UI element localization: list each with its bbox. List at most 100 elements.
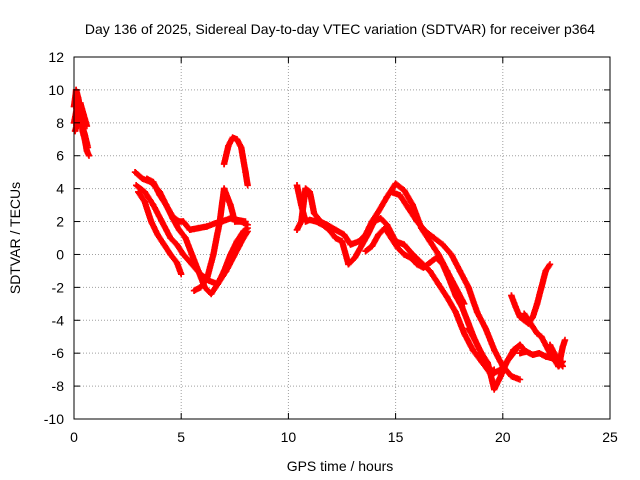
- y-tick-labels: -10 -8 -6 -4 -2 0 2 4 6 8 10 12: [44, 49, 64, 427]
- x-tick-label: 15: [388, 429, 404, 445]
- data-point: [186, 226, 193, 233]
- data-point: [347, 241, 354, 248]
- data-point: [456, 267, 464, 275]
- data-point: [240, 228, 247, 235]
- data-point: [516, 341, 524, 349]
- data-point: [465, 284, 472, 291]
- y-tick-label: 4: [56, 181, 64, 197]
- data-point: [388, 234, 395, 242]
- data-point: [439, 261, 446, 268]
- data-point: [546, 261, 554, 268]
- data-point: [383, 193, 391, 201]
- y-axis-label: SDTVAR / TECUs: [7, 182, 23, 294]
- data-point: [407, 254, 414, 261]
- data-point: [559, 343, 566, 350]
- data-point: [182, 234, 189, 242]
- data-point: [478, 350, 485, 357]
- data-point: [516, 313, 524, 321]
- data-point: [75, 116, 82, 123]
- series-track-5: [133, 182, 251, 288]
- data-point: [516, 350, 524, 357]
- data-point: [319, 221, 326, 228]
- data-point: [141, 188, 148, 196]
- data-point: [293, 226, 301, 233]
- data-point: [383, 221, 391, 228]
- data-point: [173, 241, 181, 248]
- data-point: [529, 351, 536, 358]
- data-point: [313, 218, 320, 225]
- data-point: [377, 215, 384, 222]
- x-axis-label: GPS time / hours: [287, 458, 394, 474]
- series-track-7: [143, 175, 251, 298]
- data-point: [197, 284, 204, 291]
- data-point: [525, 317, 532, 324]
- data-point: [203, 275, 211, 283]
- data-point: [388, 188, 395, 196]
- data-point: [180, 218, 187, 225]
- data-point: [160, 241, 168, 248]
- data-point: [154, 231, 161, 238]
- data-point: [338, 238, 346, 245]
- data-point: [458, 303, 466, 311]
- data-point: [220, 185, 228, 192]
- data-point: [225, 142, 232, 150]
- data-point: [229, 134, 236, 141]
- y-tick-label: -10: [44, 411, 64, 427]
- data-point: [175, 226, 183, 233]
- data-point: [510, 346, 517, 354]
- data-point: [362, 248, 369, 255]
- data-point: [190, 287, 198, 294]
- data-point: [203, 223, 211, 230]
- y-tick-label: 8: [56, 115, 64, 131]
- data-point: [465, 325, 472, 332]
- data-point: [227, 251, 234, 258]
- y-tick-label: 2: [56, 214, 64, 230]
- data-point: [364, 231, 371, 238]
- data-point: [358, 243, 365, 250]
- data-point: [148, 218, 155, 225]
- data-point: [242, 169, 249, 176]
- data-point: [482, 325, 489, 332]
- data-point: [533, 330, 541, 337]
- data-point: [491, 386, 498, 393]
- data-point: [555, 363, 562, 370]
- data-point: [512, 303, 519, 311]
- data-point: [491, 346, 498, 354]
- data-point: [461, 330, 468, 337]
- data-point: [173, 259, 181, 266]
- data-point: [508, 373, 515, 380]
- y-tick-label: -4: [52, 312, 65, 328]
- data-point: [302, 218, 309, 225]
- x-tick-labels: 0 5 10 15 20 25: [70, 429, 618, 445]
- data-point: [529, 313, 536, 321]
- data-point: [551, 350, 558, 357]
- x-tick-label: 20: [495, 429, 511, 445]
- data-point: [435, 280, 442, 288]
- data-point: [521, 310, 528, 317]
- data-point: [420, 264, 427, 271]
- data-point: [133, 182, 140, 189]
- data-point: [516, 376, 524, 383]
- data-point: [163, 201, 170, 209]
- data-point: [340, 231, 348, 238]
- data-point: [533, 300, 541, 307]
- data-point: [538, 333, 545, 340]
- data-point: [298, 201, 305, 209]
- series-track-11: [293, 182, 498, 377]
- data-point: [84, 144, 92, 151]
- data-point: [401, 187, 408, 194]
- data-point: [508, 292, 515, 299]
- data-point: [302, 185, 309, 192]
- data-point: [150, 201, 157, 209]
- series-track: [133, 182, 250, 288]
- series-track-15: [508, 261, 554, 327]
- data-point: [208, 290, 215, 298]
- data-point: [503, 358, 511, 365]
- data-point: [469, 346, 476, 354]
- data-point: [220, 267, 228, 275]
- data-point: [439, 241, 446, 248]
- data-point: [244, 182, 251, 189]
- data-point: [131, 169, 139, 176]
- data-point: [542, 353, 549, 360]
